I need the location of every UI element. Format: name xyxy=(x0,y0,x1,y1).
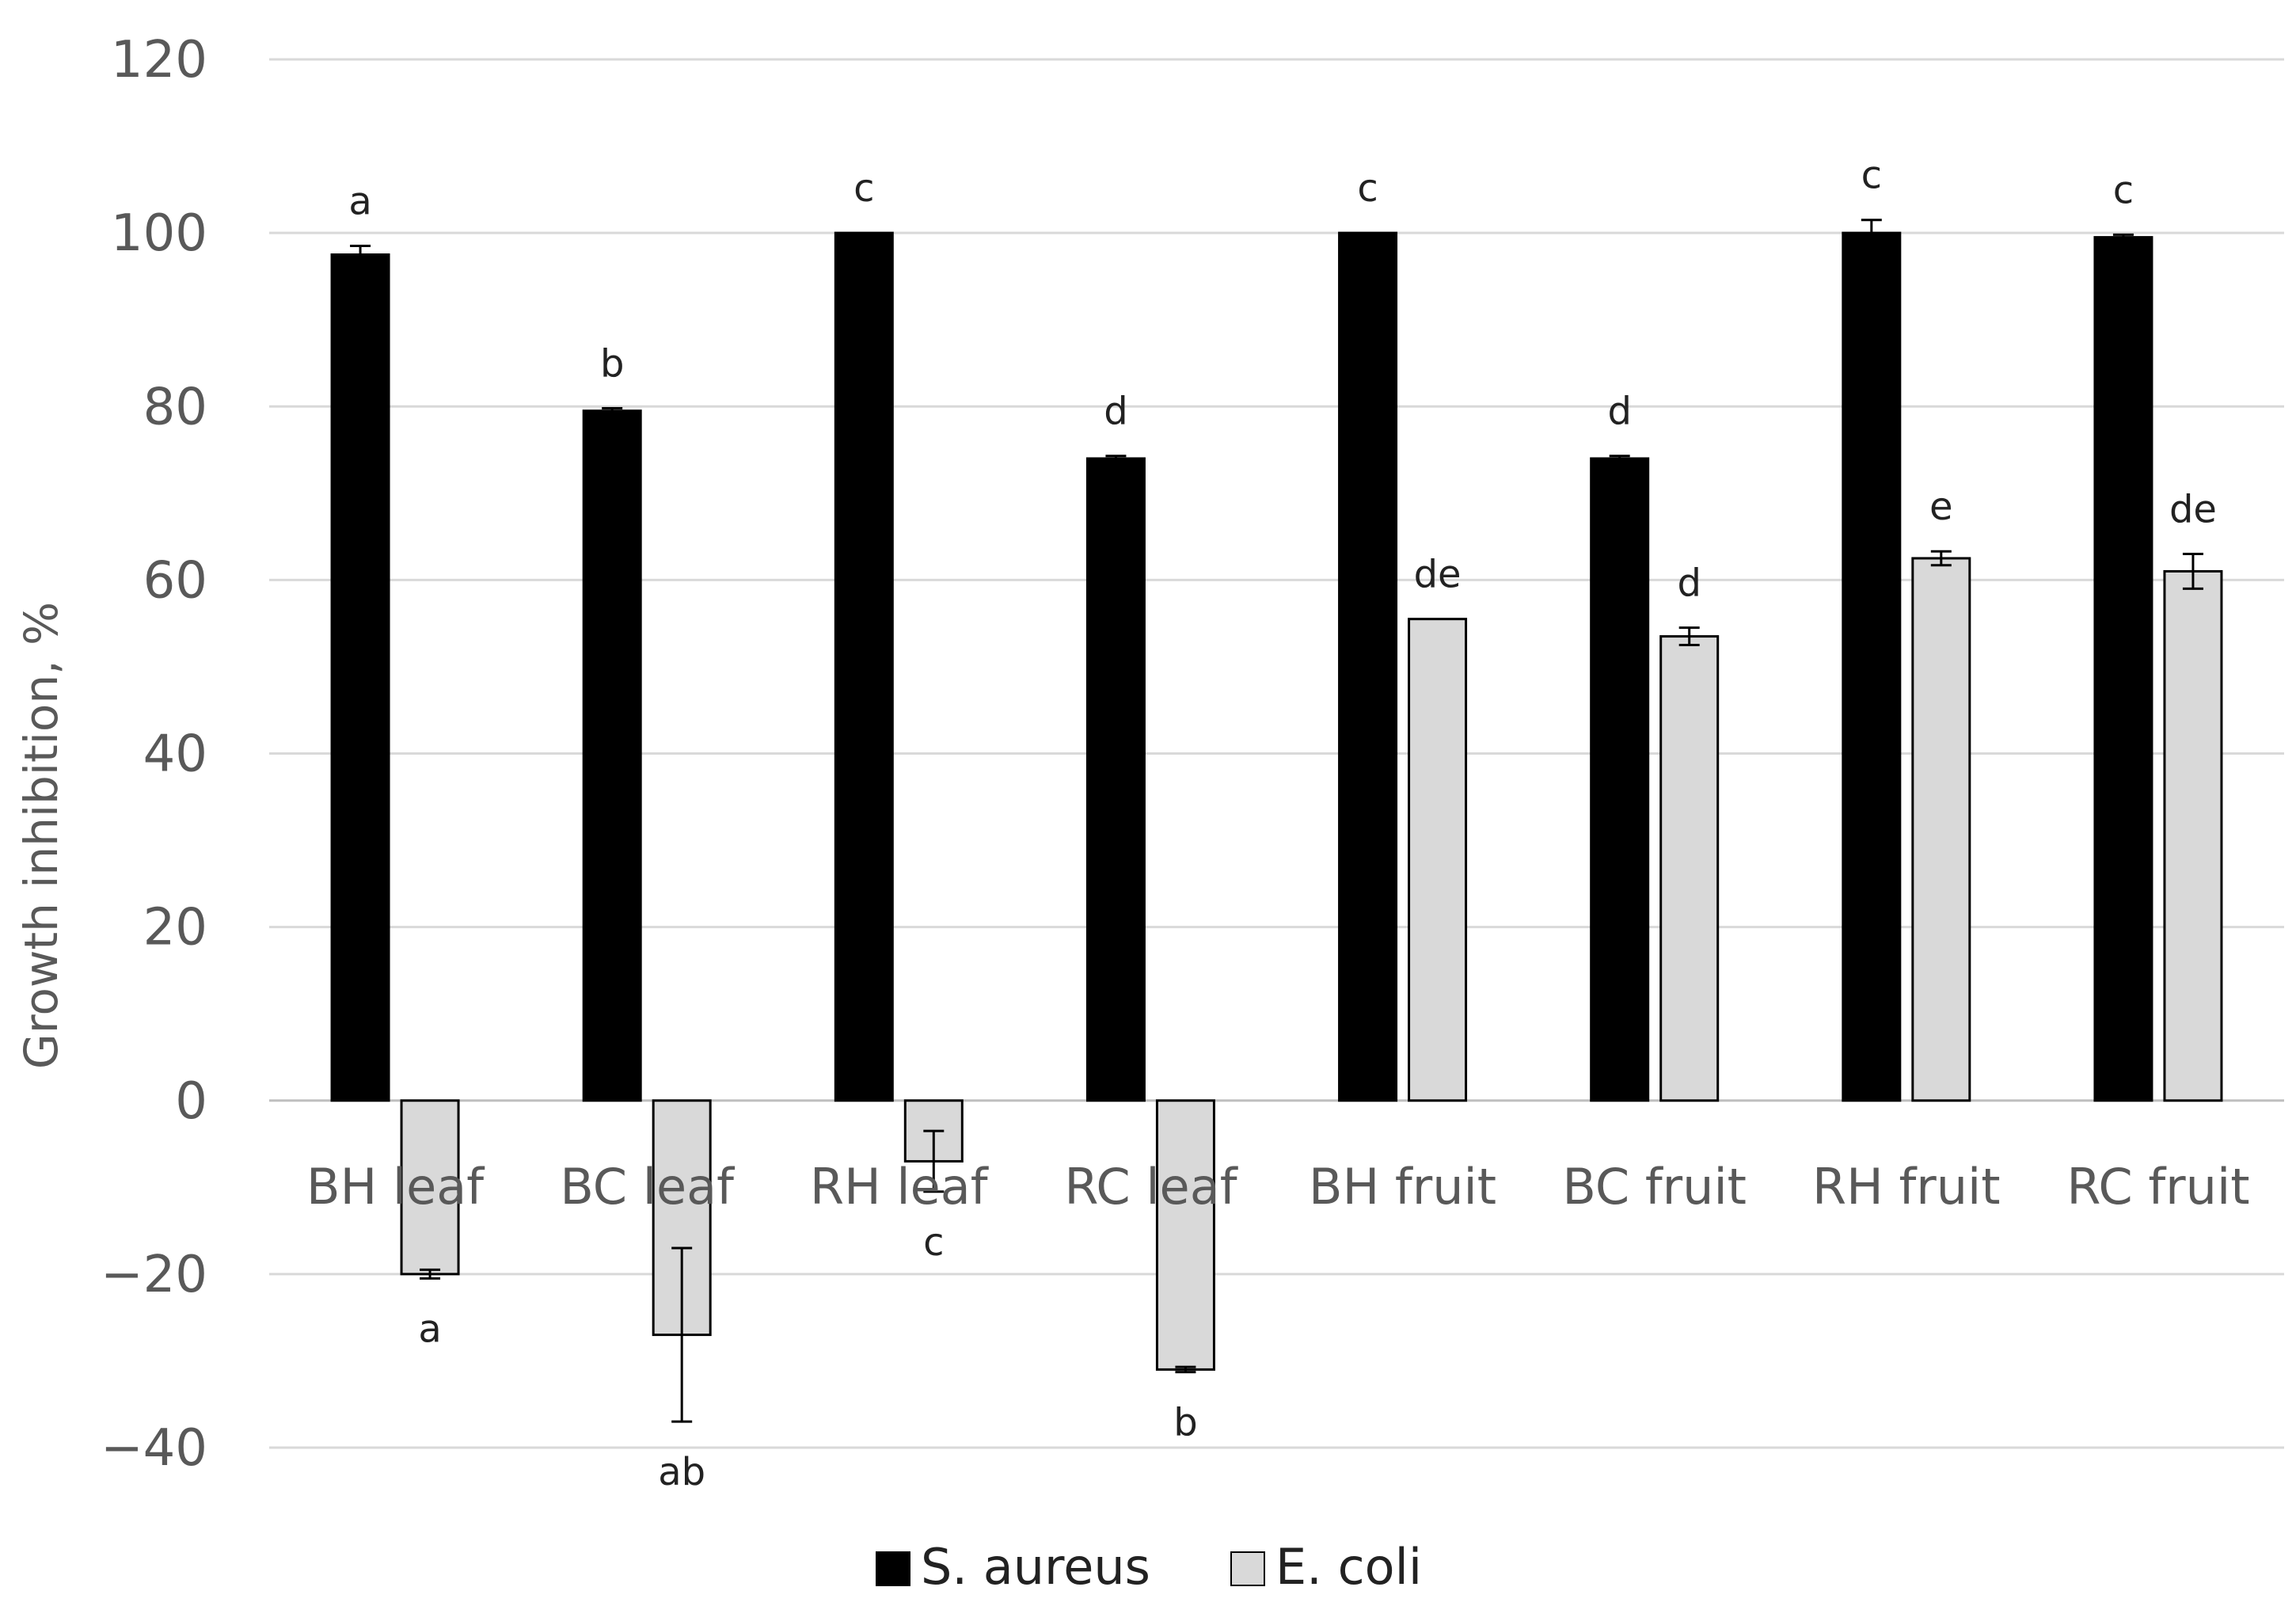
category-label: RC fruit xyxy=(2066,1158,2249,1216)
y-tick-label: 60 xyxy=(143,551,207,610)
y-tick-label: 20 xyxy=(143,899,207,957)
significance-letter: ab xyxy=(658,1450,705,1494)
significance-letter: de xyxy=(2169,488,2217,532)
category-label: RH leaf xyxy=(810,1158,990,1216)
s-aureus-bar xyxy=(1842,231,1902,1102)
legend-label-e-coli: E. coli xyxy=(1275,1538,1422,1596)
significance-letter: d xyxy=(1607,390,1631,434)
significance-letter: c xyxy=(1357,166,1378,211)
legend-label-s-aureus: S. aureus xyxy=(921,1538,1150,1596)
s-aureus-bar xyxy=(1338,231,1398,1102)
e-coli-bar xyxy=(1911,557,1971,1102)
y-tick-label: 80 xyxy=(143,378,207,436)
category-label: BC fruit xyxy=(1562,1158,1747,1216)
s-aureus-bar xyxy=(330,253,390,1102)
significance-letter: de xyxy=(1414,553,1462,597)
e-coli-bar xyxy=(1155,1099,1215,1371)
significance-letter: c xyxy=(1861,154,1882,198)
s-aureus-bar xyxy=(1085,457,1146,1102)
e-coli-bar xyxy=(1408,618,1468,1102)
category-label: BC leaf xyxy=(560,1158,736,1216)
s-aureus-bar xyxy=(1590,457,1650,1102)
s-aureus-bar xyxy=(834,231,894,1102)
significance-letter: c xyxy=(923,1220,944,1265)
y-tick-labels: −40 −20 0 20 40 60 80 100 120 xyxy=(101,31,207,1478)
category-labels: BH leaf BC leaf RH leaf RC leaf BH fruit BC f… xyxy=(306,1158,2249,1216)
e-coli-bar xyxy=(2163,569,2223,1102)
y-tick-label: 0 xyxy=(175,1072,207,1131)
significance-letter: d xyxy=(1677,561,1701,606)
legend-swatch-s-aureus xyxy=(876,1551,910,1586)
y-axis-label: Growth inhibition, % xyxy=(14,602,68,1069)
bars xyxy=(330,231,2223,1371)
category-label: BH fruit xyxy=(1309,1158,1496,1216)
y-tick-label: 100 xyxy=(111,204,207,263)
y-tick-label: −40 xyxy=(101,1419,207,1478)
category-label: RC leaf xyxy=(1064,1158,1238,1216)
s-aureus-bar xyxy=(2093,236,2153,1102)
significance-letter: d xyxy=(1104,390,1127,434)
legend-swatch-e-coli xyxy=(1230,1551,1265,1586)
significance-letter: b xyxy=(1173,1401,1197,1445)
y-tick-label: −20 xyxy=(101,1246,207,1304)
significance-letter: b xyxy=(600,341,624,386)
legend: S. aureus E. coli xyxy=(876,1538,1422,1596)
significance-letter: e xyxy=(1929,485,1953,529)
y-tick-label: 120 xyxy=(111,31,207,89)
significance-letter: a xyxy=(348,180,371,224)
category-label: RH fruit xyxy=(1812,1158,2001,1216)
significance-letter: c xyxy=(2113,168,2134,212)
significance-letter: a xyxy=(418,1307,441,1351)
significance-letter: c xyxy=(853,166,874,211)
s-aureus-bar xyxy=(582,409,642,1102)
e-coli-bar xyxy=(1659,635,1720,1102)
gridlines xyxy=(269,58,2284,1449)
category-label: BH leaf xyxy=(306,1158,485,1216)
error-bars xyxy=(350,219,2203,1423)
y-tick-label: 40 xyxy=(143,725,207,784)
